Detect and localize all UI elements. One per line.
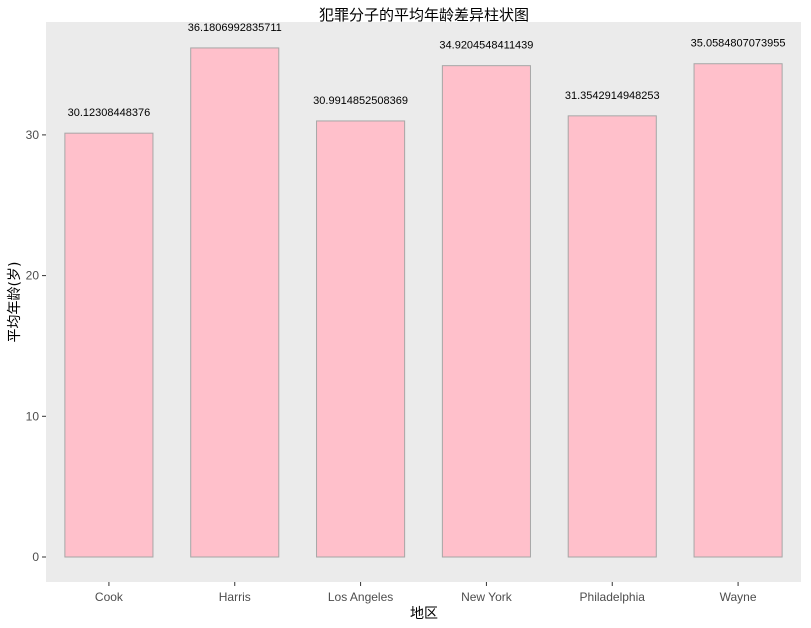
x-tick-label: Los Angeles	[328, 590, 393, 604]
data-label: 36.1806992835711	[188, 22, 282, 34]
bar	[64, 132, 154, 558]
bar	[693, 63, 783, 558]
x-tick-label: Cook	[95, 590, 124, 604]
x-tick-label: Philadelphia	[580, 590, 646, 604]
y-tick-label: 0	[32, 550, 39, 564]
data-label: 30.12308448376	[68, 107, 151, 119]
data-label: 34.9204548411439	[439, 40, 533, 52]
x-tick-label: Harris	[219, 590, 251, 604]
data-label: 31.3542914948253	[565, 90, 660, 102]
x-tick-label: Wayne	[720, 590, 757, 604]
bar	[567, 115, 657, 558]
chart-marks: 0 10 20 30 30.12308448376 Cook 36.180699283571…	[26, 22, 786, 604]
chart-title: 犯罪分子的平均年龄差异柱状图	[319, 6, 529, 24]
data-label: 30.9914852508369	[313, 95, 408, 107]
x-axis-title: 地区	[410, 606, 438, 622]
y-tick-label: 30	[26, 128, 40, 142]
bar	[316, 120, 406, 558]
bar	[190, 47, 280, 558]
bar	[441, 65, 531, 558]
plot-panel	[46, 22, 801, 582]
y-tick-label: 20	[26, 269, 40, 283]
y-tick-label: 10	[26, 409, 40, 423]
data-label: 35.0584807073955	[691, 38, 786, 50]
y-axis-title: 平均年龄(岁)	[7, 262, 23, 343]
x-tick-label: New York	[461, 590, 513, 604]
